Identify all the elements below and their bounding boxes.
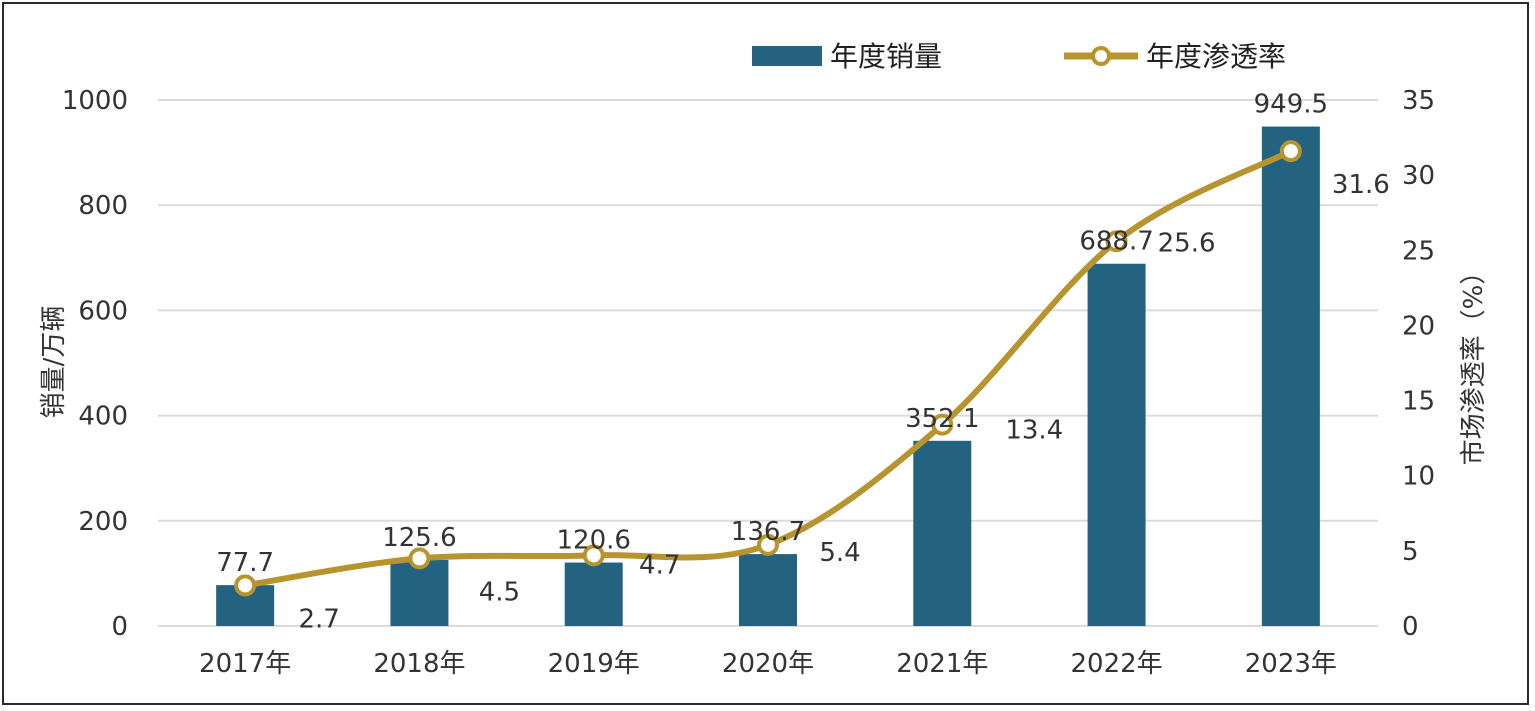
y2-tick-label: 5 xyxy=(1402,537,1419,567)
line-point xyxy=(1105,230,1128,253)
bar xyxy=(1087,263,1146,626)
data-labels: 77.7 125.6 120.6 136.7 352.1 688.7 949.5 2.7 4.5… xyxy=(216,90,1390,635)
axes: 0 200 400 600 800 1000 0 5 10 15 20 25 30 35 2017年 2018… xyxy=(62,86,1435,679)
x-tick-label: 2018年 xyxy=(373,649,465,679)
x-tick-label: 2023年 xyxy=(1245,649,1337,679)
bar-value-label: 120.6 xyxy=(556,526,630,556)
bars xyxy=(216,126,1320,627)
bar-value-label: 352.1 xyxy=(905,404,979,434)
y-tick-label: 0 xyxy=(111,612,128,642)
line-point xyxy=(582,544,605,567)
line-value-label: 5.4 xyxy=(819,538,860,568)
bar-value-label: 688.7 xyxy=(1079,227,1153,257)
line-point xyxy=(234,574,257,597)
y-tick-label: 800 xyxy=(78,191,128,221)
bar xyxy=(390,559,449,626)
legend-label-line: 年度渗透率 xyxy=(1146,40,1286,73)
x-tick-label: 2022年 xyxy=(1070,649,1162,679)
bar xyxy=(1261,126,1320,627)
line-point xyxy=(1279,140,1302,163)
line-point xyxy=(757,533,779,556)
line-value-label: 4.5 xyxy=(479,577,520,607)
y2-tick-label: 30 xyxy=(1402,161,1435,191)
line-point xyxy=(408,547,431,570)
line-value-label: 13.4 xyxy=(1005,416,1063,446)
bar-value-label: 949.5 xyxy=(1254,90,1328,120)
y-tick-label: 600 xyxy=(78,296,128,326)
y2-tick-label: 10 xyxy=(1402,462,1435,492)
gridlines xyxy=(158,99,1378,627)
bar xyxy=(739,554,797,626)
legend-label-bar: 年度销量 xyxy=(830,40,942,73)
y2-tick-label: 25 xyxy=(1402,236,1435,266)
penetration-line xyxy=(234,140,1302,597)
x-tick-label: 2017年 xyxy=(199,649,291,679)
y-tick-label: 1000 xyxy=(62,86,128,116)
line-value-label: 4.7 xyxy=(639,550,680,580)
bar-value-label: 77.7 xyxy=(216,548,274,578)
y2-tick-label: 0 xyxy=(1402,612,1419,642)
y2-axis-title: 市场渗透率（%） xyxy=(1459,259,1489,466)
bar xyxy=(564,562,623,626)
bar-value-label: 136.7 xyxy=(731,517,805,547)
line-value-label: 31.6 xyxy=(1332,170,1390,200)
y2-tick-label: 15 xyxy=(1402,387,1435,417)
x-tick-label: 2021年 xyxy=(896,649,988,679)
line-value-label: 25.6 xyxy=(1158,228,1216,258)
legend: 年度销量 年度渗透率 xyxy=(752,40,1286,73)
bar xyxy=(913,440,972,626)
line-value-label: 2.7 xyxy=(298,604,339,634)
y-axis-title: 销量/万辆 xyxy=(39,306,69,419)
legend-swatch-bar xyxy=(752,46,822,66)
bar-value-label: 125.6 xyxy=(382,523,456,553)
y2-tick-label: 35 xyxy=(1402,86,1435,116)
line-point xyxy=(931,413,954,436)
legend-swatch-marker xyxy=(1091,46,1111,66)
x-tick-label: 2020年 xyxy=(722,649,814,679)
y2-tick-label: 20 xyxy=(1402,311,1435,341)
y-tick-label: 400 xyxy=(78,402,128,432)
x-tick-label: 2019年 xyxy=(548,649,640,679)
y-tick-label: 200 xyxy=(78,507,128,537)
